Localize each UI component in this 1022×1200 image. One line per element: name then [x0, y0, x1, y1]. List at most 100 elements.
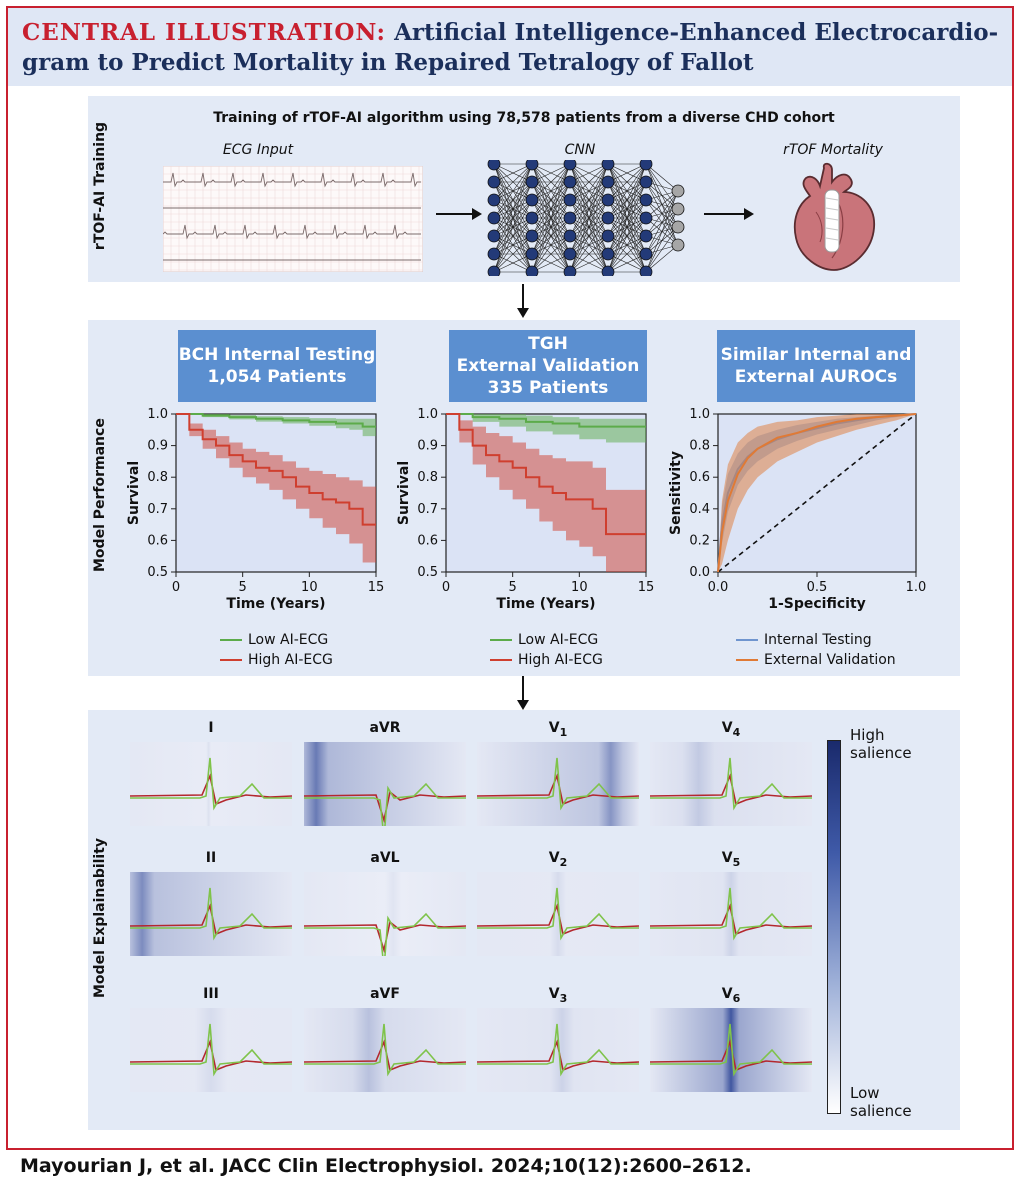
cnn-node [639, 175, 653, 189]
y-axis-label: Survival [396, 461, 412, 525]
cnn-node [563, 247, 577, 261]
arrow-training-to-performance [517, 284, 529, 318]
cnn-output-node [671, 220, 685, 234]
cnn-node [525, 160, 539, 171]
roc-legend-internal: Internal Testing [736, 632, 872, 648]
x-tick-label: 15 [638, 580, 655, 595]
colorbar-low-line2: salience [850, 1102, 912, 1120]
x-tick-label: 0.5 [807, 580, 828, 595]
lead-tile [650, 1008, 812, 1092]
cnn-node [601, 229, 615, 243]
cnn-output-node [671, 184, 685, 198]
km-legend-bch-high: High AI-ECG [220, 652, 333, 668]
low-risk-trace [477, 757, 639, 811]
confidence-band-a [176, 414, 376, 440]
lead-tile [650, 742, 812, 826]
cnn-node [563, 175, 577, 189]
low-risk-trace [130, 757, 292, 811]
y-tick-label: 0.9 [147, 439, 168, 454]
lead-label: V2 [477, 850, 639, 869]
high-risk-trace [477, 903, 639, 936]
high-risk-trace [650, 903, 812, 936]
low-risk-trace [304, 1023, 466, 1077]
cnn-node [487, 175, 501, 189]
y-tick-label: 0.8 [147, 470, 168, 485]
ecg-input-label: ECG Input [222, 142, 294, 158]
cnn-node [563, 265, 577, 276]
cnn-node [639, 160, 653, 171]
lead-subscript: 3 [559, 991, 568, 1005]
low-risk-trace [304, 912, 466, 956]
confidence-band-b [176, 414, 376, 563]
low-risk-trace [130, 887, 292, 941]
low-risk-trace [130, 1023, 292, 1077]
high-risk-trace [477, 1039, 639, 1072]
cnn-node [525, 175, 539, 189]
lead-tile [130, 742, 292, 826]
high-risk-trace [130, 773, 292, 806]
y-tick-label: 0.7 [147, 502, 168, 517]
x-tick-label: 0 [172, 580, 180, 595]
lead-name: aVL [370, 850, 400, 866]
y-tick-label: 0.7 [417, 502, 438, 517]
low-risk-trace [650, 757, 812, 811]
colorbar-low-line1: Low [850, 1084, 880, 1102]
high-risk-trace [130, 1039, 292, 1072]
cnn-node [487, 211, 501, 225]
title-text: Artificial Intelligence-Enhanced Electro… [22, 19, 999, 76]
lead-tile [130, 1008, 292, 1092]
lead-name: II [205, 850, 217, 866]
lead-subscript: 1 [559, 725, 568, 739]
lead-name: V [721, 986, 733, 1002]
lead-tile [477, 1008, 639, 1092]
lead-label: aVL [304, 850, 466, 869]
high-risk-trace [304, 1039, 466, 1072]
lead-tile [304, 872, 466, 956]
colorbar-high-line1: High [850, 726, 885, 744]
ecg-trace-row [163, 224, 421, 240]
tgh-title-line3: 335 Patients [487, 378, 609, 398]
km-chart-bch: 0 5 10 15 0.5 0.6 0.7 0.8 0.9 1.0 Time (Years) Surv… [126, 407, 385, 612]
tgh-title-line2: External Validation [456, 356, 640, 376]
training-heading: Training of rTOF-AI algorithm using 78,5… [213, 110, 835, 126]
x-tick-label: 10 [571, 580, 588, 595]
cnn-node [563, 193, 577, 207]
y-axis-label: Sensitivity [668, 451, 684, 535]
lead-label: V6 [650, 986, 812, 1005]
arrow-performance-to-explainability [517, 676, 529, 710]
low-risk-trace [650, 887, 812, 941]
cnn-node [525, 211, 539, 225]
cnn-node [487, 193, 501, 207]
x-tick-label: 0.0 [708, 580, 729, 595]
auroc-title-line2: External AUROCs [734, 367, 898, 387]
y-tick-label: 0.8 [417, 470, 438, 485]
km-legend-bch-low: Low AI-ECG [220, 632, 328, 648]
tgh-title-line1: TGH [528, 334, 568, 354]
km-legend-tgh-low: Low AI-ECG [490, 632, 598, 648]
lead-subscript: 5 [732, 855, 741, 869]
low-risk-trace [304, 782, 466, 826]
y-tick-label: 0.4 [689, 502, 710, 517]
x-axis-label: 1-Specificity [768, 596, 866, 612]
lead-tile [130, 872, 292, 956]
km-legend-tgh-high: High AI-ECG [490, 652, 603, 668]
explainability-side-label: Model Explainability [92, 837, 108, 998]
cnn-label: CNN [564, 142, 596, 158]
low-risk-trace [477, 1023, 639, 1077]
lead-name: V [548, 986, 560, 1002]
bch-title-line1: BCH Internal Testing [178, 345, 376, 365]
cnn-output-node [671, 202, 685, 216]
cnn-output-node [671, 238, 685, 252]
high-risk-trace [650, 1039, 812, 1072]
cnn-node [639, 229, 653, 243]
x-tick-label: 15 [368, 580, 385, 595]
x-tick-label: 10 [301, 580, 318, 595]
cnn-node [487, 160, 501, 171]
km-chart-tgh: 0 5 10 15 0.5 0.6 0.7 0.8 0.9 1.0 Time (Years) Surv… [396, 407, 655, 612]
cnn-node [525, 247, 539, 261]
x-tick-label: 5 [509, 580, 517, 595]
training-side-label: rTOF-AI Training [92, 121, 108, 251]
cnn-node [487, 229, 501, 243]
ecg-input-image [163, 166, 423, 272]
cnn-node [639, 265, 653, 276]
